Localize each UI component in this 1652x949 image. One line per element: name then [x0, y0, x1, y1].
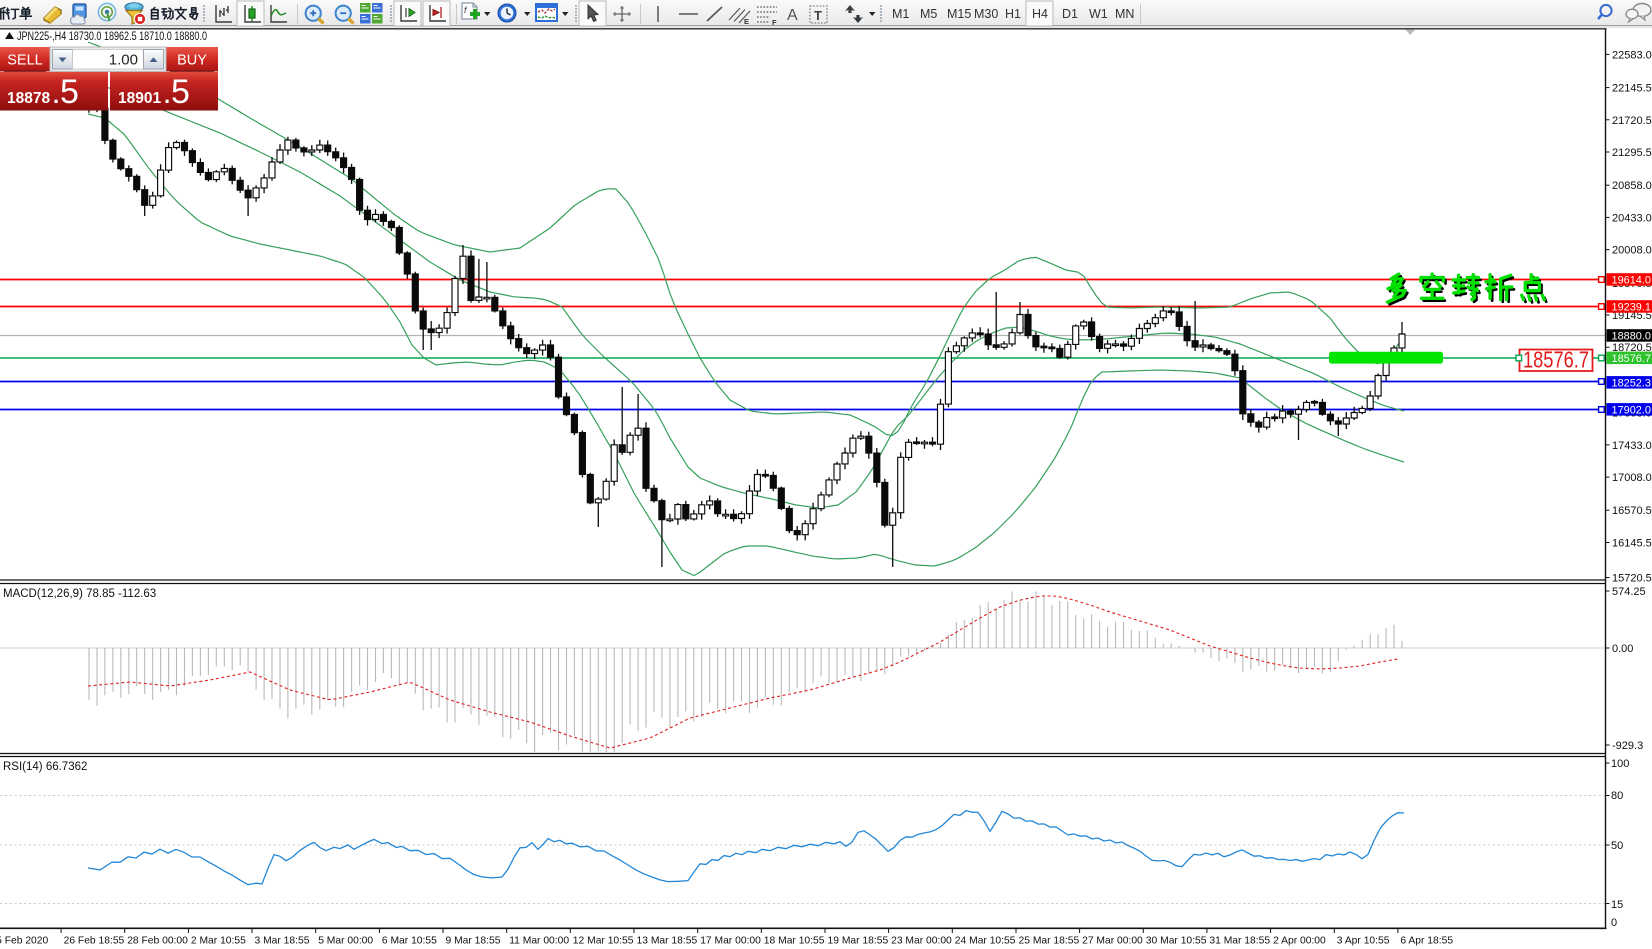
svg-text:19239.1: 19239.1 — [1612, 302, 1652, 314]
svg-text:MN: MN — [1115, 7, 1134, 21]
svg-text:18880.0: 18880.0 — [1612, 331, 1652, 343]
svg-text:30 Mar 10:55: 30 Mar 10:55 — [1146, 936, 1207, 947]
svg-text:H4: H4 — [1032, 7, 1048, 21]
svg-text:18 Mar 10:55: 18 Mar 10:55 — [764, 936, 825, 947]
svg-text:574.25: 574.25 — [1612, 586, 1646, 598]
svg-text:50: 50 — [1611, 840, 1623, 852]
svg-text:3 Mar 18:55: 3 Mar 18:55 — [255, 936, 310, 947]
svg-text:15720.5: 15720.5 — [1612, 573, 1652, 585]
svg-text:13 Mar 18:55: 13 Mar 18:55 — [637, 936, 698, 947]
svg-text:23 Mar 00:00: 23 Mar 00:00 — [891, 936, 952, 947]
svg-text:18576.7: 18576.7 — [1612, 353, 1652, 365]
svg-text:T: T — [814, 8, 822, 23]
svg-text:M15: M15 — [947, 7, 971, 21]
svg-text:A: A — [787, 7, 798, 24]
svg-text:9 Mar 18:55: 9 Mar 18:55 — [446, 936, 501, 947]
svg-text:1.00: 1.00 — [109, 52, 138, 69]
svg-text:D1: D1 — [1062, 7, 1078, 21]
svg-text:100: 100 — [1611, 758, 1629, 770]
svg-text:19145.5: 19145.5 — [1612, 310, 1652, 322]
svg-text:26 Feb 18:55: 26 Feb 18:55 — [64, 936, 125, 947]
svg-text:17433.0: 17433.0 — [1612, 440, 1652, 452]
svg-text:20433.0: 20433.0 — [1612, 212, 1652, 224]
svg-text:5: 5 — [60, 73, 79, 111]
svg-text:25 Feb 2020: 25 Feb 2020 — [0, 936, 48, 947]
svg-text:18252.3: 18252.3 — [1612, 378, 1652, 390]
svg-text:JPN225-,H4 18730.0 18962.5 18: JPN225-,H4 18730.0 18962.5 18710.0 18880… — [17, 31, 207, 43]
svg-text:16570.5: 16570.5 — [1612, 505, 1652, 517]
svg-text:6 Apr 18:55: 6 Apr 18:55 — [1400, 936, 1453, 947]
svg-text:BUY: BUY — [177, 53, 207, 69]
svg-text:22145.5: 22145.5 — [1612, 83, 1652, 95]
svg-text:17008.0: 17008.0 — [1612, 472, 1652, 484]
svg-text:.: . — [53, 83, 59, 108]
svg-text:18878: 18878 — [7, 90, 50, 107]
svg-text:22583.0: 22583.0 — [1612, 49, 1652, 61]
svg-text:11 Mar 00:00: 11 Mar 00:00 — [509, 936, 569, 947]
svg-text:5: 5 — [171, 73, 190, 111]
svg-text:3 Apr 10:55: 3 Apr 10:55 — [1337, 936, 1390, 947]
svg-text:31 Mar 18:55: 31 Mar 18:55 — [1209, 936, 1270, 947]
svg-text:20008.0: 20008.0 — [1612, 245, 1652, 257]
svg-text:2 Mar 10:55: 2 Mar 10:55 — [191, 936, 246, 947]
svg-text:18576.7: 18576.7 — [1523, 347, 1589, 373]
svg-text:19614.0: 19614.0 — [1612, 275, 1652, 287]
svg-text:27 Mar 00:00: 27 Mar 00:00 — [1082, 936, 1143, 947]
svg-text:5 Mar 00:00: 5 Mar 00:00 — [318, 936, 373, 947]
svg-text:17 Mar 00:00: 17 Mar 00:00 — [700, 936, 761, 947]
svg-text:24 Mar 10:55: 24 Mar 10:55 — [955, 936, 1016, 947]
svg-text:M30: M30 — [974, 7, 998, 21]
svg-text:2 Apr 00:00: 2 Apr 00:00 — [1273, 936, 1326, 947]
svg-text:H1: H1 — [1005, 7, 1021, 21]
svg-text:0.00: 0.00 — [1612, 643, 1633, 655]
svg-text:f: f — [464, 5, 468, 15]
svg-text:W1: W1 — [1089, 7, 1108, 21]
svg-text:SELL: SELL — [7, 53, 42, 69]
svg-text:E: E — [744, 17, 749, 26]
svg-text:19 Mar 18:55: 19 Mar 18:55 — [828, 936, 889, 947]
svg-text:21720.5: 21720.5 — [1612, 115, 1652, 127]
svg-text:16145.5: 16145.5 — [1612, 538, 1652, 550]
svg-text:28 Feb 00:00: 28 Feb 00:00 — [127, 936, 188, 947]
svg-text:6 Mar 10:55: 6 Mar 10:55 — [382, 936, 437, 947]
svg-text:MACD(12,26,9) 78.85 -112.63: MACD(12,26,9) 78.85 -112.63 — [3, 588, 156, 600]
svg-text:80: 80 — [1611, 790, 1623, 802]
svg-text:-929.3: -929.3 — [1612, 740, 1643, 752]
svg-text:M5: M5 — [920, 7, 937, 21]
svg-text:18901: 18901 — [118, 90, 161, 107]
svg-text:21295.5: 21295.5 — [1612, 147, 1652, 159]
svg-text:18720.5: 18720.5 — [1612, 342, 1652, 354]
svg-text:15: 15 — [1611, 899, 1623, 911]
svg-text:0: 0 — [1611, 917, 1617, 929]
svg-text:M1: M1 — [892, 7, 909, 21]
svg-text:RSI(14) 66.7362: RSI(14) 66.7362 — [3, 761, 87, 773]
svg-text:.: . — [164, 83, 170, 108]
svg-text:20858.0: 20858.0 — [1612, 180, 1652, 192]
svg-text:17902.0: 17902.0 — [1612, 405, 1652, 417]
svg-text:12 Mar 10:55: 12 Mar 10:55 — [573, 936, 634, 947]
svg-text:25 Mar 18:55: 25 Mar 18:55 — [1019, 936, 1080, 947]
svg-text:F: F — [772, 18, 777, 27]
